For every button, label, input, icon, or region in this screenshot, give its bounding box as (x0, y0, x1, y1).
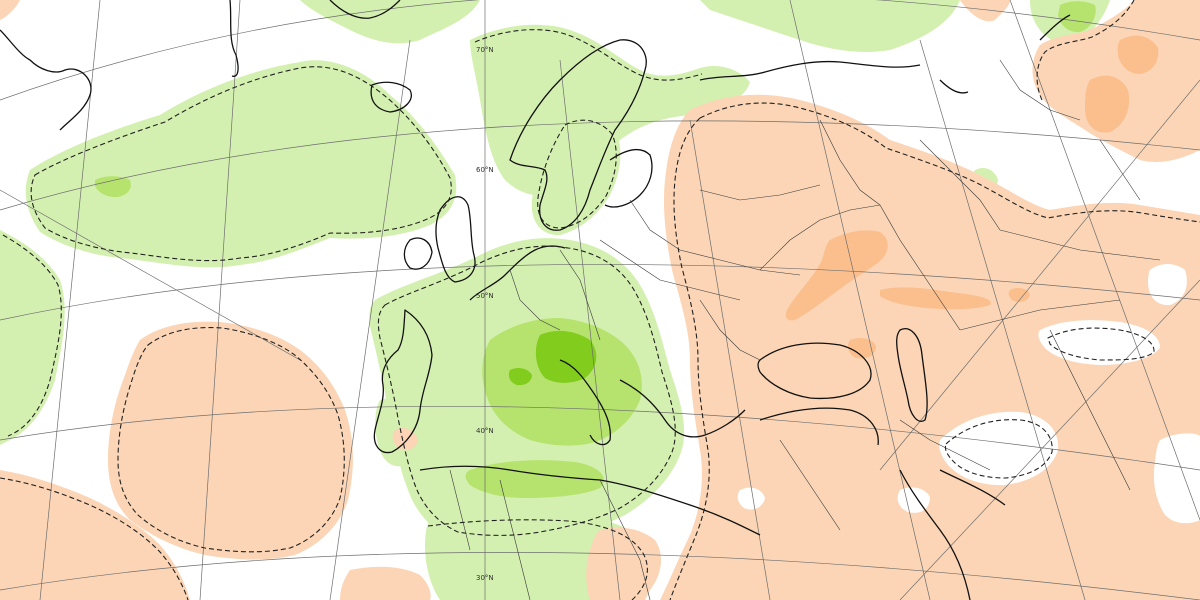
latitude-label-70: 70°N (476, 46, 494, 54)
positive-anomaly-light-fill (0, 0, 1110, 600)
negative-anomaly-medium-fill (785, 35, 1159, 359)
coastlines (0, 0, 1071, 600)
latitude-labels: 70°N 60°N 50°N 40°N 30°N (476, 46, 494, 582)
latitude-label-30: 30°N (476, 574, 494, 582)
positive-anomaly-strong-fill (508, 330, 597, 386)
latitude-label-50: 50°N (476, 292, 494, 300)
latitude-label-60: 60°N (476, 166, 494, 174)
latitude-label-40: 40°N (476, 427, 494, 435)
neutral-gaps (737, 264, 1200, 524)
